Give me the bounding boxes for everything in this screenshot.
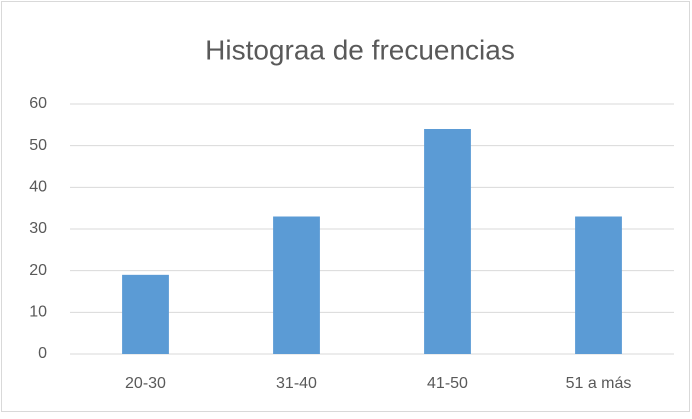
y-tick-label: 40 <box>29 179 47 196</box>
bar <box>273 216 320 354</box>
y-tick-label: 30 <box>29 220 47 237</box>
bar <box>575 216 622 354</box>
y-tick-label: 10 <box>29 304 47 321</box>
bar <box>424 129 471 354</box>
chart-title: Histograa de frecuencias <box>205 34 515 65</box>
x-tick-label: 31-40 <box>276 375 317 392</box>
bar <box>122 274 169 354</box>
y-tick-label: 60 <box>29 95 47 112</box>
y-tick-label: 0 <box>38 345 47 362</box>
x-tick-label: 41-50 <box>427 375 468 392</box>
chart-border <box>1 1 690 412</box>
y-tick-label: 50 <box>29 137 47 154</box>
y-tick-label: 20 <box>29 262 47 279</box>
x-tick-label: 51 a más <box>566 375 632 392</box>
x-tick-label: 20-30 <box>125 375 166 392</box>
